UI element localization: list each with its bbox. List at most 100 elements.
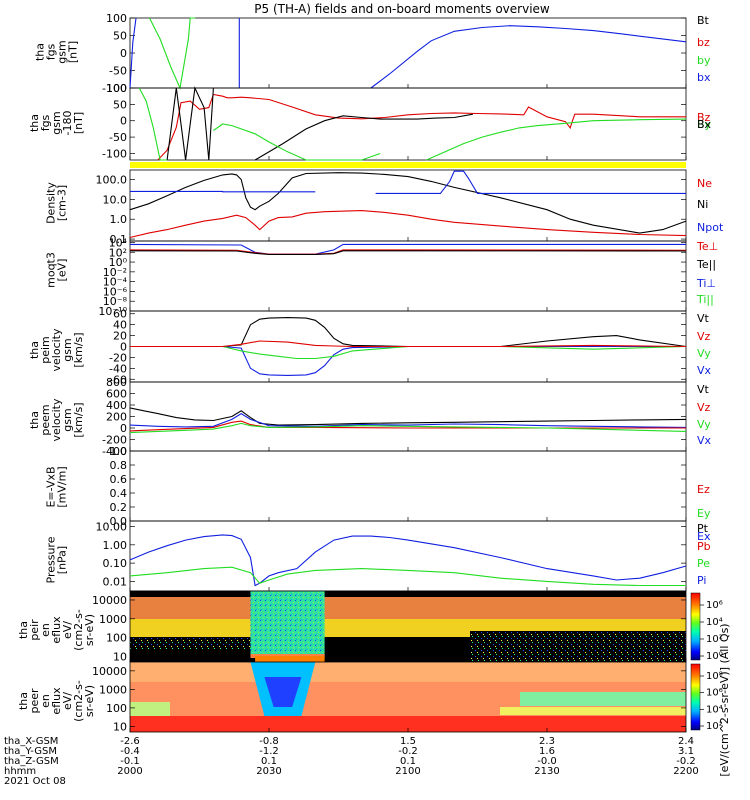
ylabel-line: -180 [61,111,74,136]
ytick-label: -20 [109,351,127,364]
legend-entry: Ex [697,530,711,543]
panel-frame [129,17,687,89]
xaxis-tick-label: 0.1 [261,756,277,767]
legend-entry: Vz [697,330,711,343]
ytick-label: 400 [106,399,127,412]
legend-entry: Ti⊥ [696,277,716,290]
ytick-label: 10⁻⁶ [103,285,128,298]
panel-frame [129,450,687,522]
figure-title: P5 (TH-A) fields and on-board moments ov… [254,2,550,16]
ytick-label: 1.0 [110,445,128,458]
ylabel-line: (cm2-s- [72,680,85,722]
colorbar-tick-label: 10⁶ [706,688,723,699]
date-label: 2021 Oct 08 [4,776,66,787]
legend-entry: Npot [697,221,724,234]
colorbar-tick-label: 10⁴ [706,617,723,628]
ylabel-line: gsm [56,40,69,63]
colorbar-peir_eflux: 10⁶ 10⁴ 10² 10⁰ [690,592,723,662]
panel-peir_eflux: 10⁶ 10⁴ 10² 10⁰ 10 100 1000 10000 thapeireneflux… [17,590,723,663]
ytick-label: 10000 [92,665,127,678]
legend-entry: Ti|| [696,293,714,306]
xaxis-tick-label: 1.6 [539,746,555,757]
xaxis-tick-label: -0.2 [398,746,418,757]
ylabel-line: [eV] [56,259,69,282]
xaxis-row-label: hhmm [4,766,36,777]
ytick-label: 0 [120,115,127,128]
colorbar-title: [eV/(cm^2-s-sr-eV)] (All Qs) [718,623,731,776]
legend-entry: Vt [697,312,710,325]
ylabel-line: sr-eV) [83,685,96,717]
series-line-red [129,420,686,432]
xaxis-tick-label: -0.8 [259,736,279,747]
ylabel-line: tha [28,114,41,132]
xaxis-tick-label: -0.0 [537,756,557,767]
ylabel-line: [nT] [72,112,85,134]
ylabel-line: velocity [50,328,63,371]
xaxis-tick-label: 0.1 [400,756,416,767]
legend-entry: bz [697,36,710,49]
panel-frame [129,520,687,592]
ylabel-line: [nPa] [56,546,69,574]
ytick-label: 200 [106,411,127,424]
colorbar-tick-label: 10⁴ [706,704,723,715]
ytick-label: 10 [113,650,127,663]
series-line-green [129,422,687,434]
ytick-label: 100 [106,82,127,95]
ylabel-line: fgs [39,114,52,131]
panel-density: 0.1 1.0 10.0 100.0 Density[cm-3] Ne Ni Npot [45,169,724,246]
ylabel-line: peim [39,336,52,364]
ylabel-line: peer [28,688,41,714]
ytick-label: 800 [106,376,127,389]
series-line-red [130,340,687,348]
ytick-label: -50 [109,131,127,144]
xaxis-row-label: tha_X-GSM [4,736,58,747]
colorbar-tick-label: 10⁶ [706,600,723,611]
heatmap-peir_eflux [130,591,686,662]
panel-frame [129,381,687,452]
ytick-label: 20 [113,330,127,343]
panel-frame [129,87,687,161]
series-line-blue [375,170,686,194]
legend-entry: by [697,54,711,67]
xaxis-tick-label: -0.1 [120,756,140,767]
legend-entry: Ez [697,483,710,496]
ytick-label: -100 [102,82,127,95]
legend-entry: By [697,118,712,131]
ylabel-line: Pressure [45,536,58,583]
series-line-black [129,172,687,234]
ytick-label: 0 [120,47,127,60]
series-line-black [130,317,687,348]
ylabel-line: eV/ [61,692,74,710]
ylabel-line: (cm2-s- [72,609,85,651]
legend-entry: Ni [697,198,708,211]
xaxis-tick-label: -0.4 [120,746,140,757]
ytick-label: 1.00 [103,539,128,552]
colorbar-tick-label: 10⁸ [706,671,723,682]
ytick-label: 10.0 [103,193,128,206]
ytick-label: 0.6 [110,473,128,486]
colorbar-tick-label: 10⁰ [706,651,723,662]
ytick-label: 1000 [99,613,127,626]
legend-entry: Vt [697,383,710,396]
ylabel-line: en [39,694,52,708]
ylabel-line: [cm-3] [56,185,69,221]
ytick-label: 1000 [99,683,127,696]
legend-entry: Bt [697,14,710,27]
legend-entry: Te⊥ [696,240,718,253]
panel-pressure: 0.01 0.10 1.00 10.00 Pressure[nPa] Pt Pb Pe Pi [45,520,711,592]
series-line-blue [130,345,686,376]
colorbar-tick-label: 10² [706,721,723,732]
legend-entry: Vy [697,347,711,360]
panel-frame [129,169,687,242]
legend-entry: Pi [697,574,706,587]
ylabel-line: gsm [61,408,74,431]
series-line-green [149,17,189,90]
ytick-label: -200 [102,434,127,447]
legend-entry: Pb [697,540,711,553]
xaxis-tick-label: 2.4 [678,736,694,747]
ylabel-line: [nT] [67,41,80,63]
ytick-label: 100 [106,632,127,645]
heatmap-peer_eflux [130,656,686,732]
ytick-label: 100 [106,12,127,25]
